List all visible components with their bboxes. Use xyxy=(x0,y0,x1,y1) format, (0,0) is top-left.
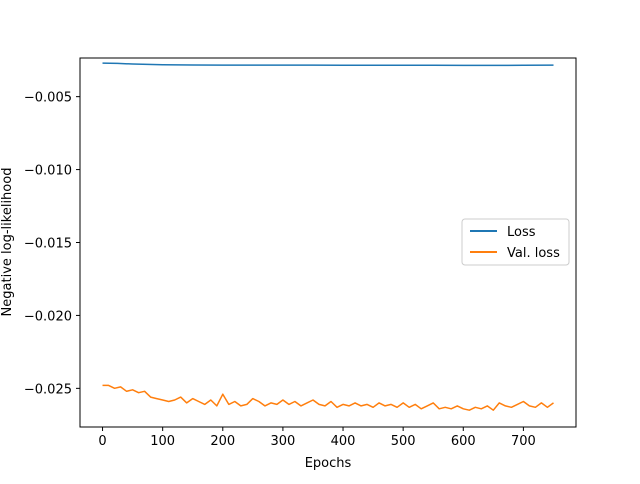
x-tick-label: 200 xyxy=(210,434,235,449)
y-tick-label: −0.010 xyxy=(24,164,72,179)
x-tick-label: 300 xyxy=(270,434,295,449)
y-tick-label: −0.020 xyxy=(24,309,72,324)
legend-label-val-loss: Val. loss xyxy=(507,246,560,261)
y-axis-label: Negative log-likelihood xyxy=(0,168,15,317)
x-tick-label: 500 xyxy=(391,434,416,449)
y-tick-label: −0.015 xyxy=(24,237,72,252)
series-layer xyxy=(102,62,554,411)
y-tick-label: −0.005 xyxy=(24,91,72,106)
y-axis: −0.025 −0.020 −0.015 −0.010 −0.005 xyxy=(24,91,80,397)
loss-series-line xyxy=(102,62,554,67)
legend: Loss Val. loss xyxy=(461,218,570,266)
x-axis: 0 100 200 300 400 500 600 700 xyxy=(98,427,536,449)
x-tick-label: 600 xyxy=(451,434,476,449)
y-tick-label: −0.025 xyxy=(24,382,72,397)
x-axis-label: Epochs xyxy=(305,456,352,471)
x-tick-label: 400 xyxy=(331,434,356,449)
legend-label-loss: Loss xyxy=(507,225,536,240)
x-tick-label: 700 xyxy=(511,434,536,449)
x-tick-label: 100 xyxy=(150,434,175,449)
val-loss-series-line xyxy=(102,384,554,411)
x-tick-label: 0 xyxy=(98,434,106,449)
